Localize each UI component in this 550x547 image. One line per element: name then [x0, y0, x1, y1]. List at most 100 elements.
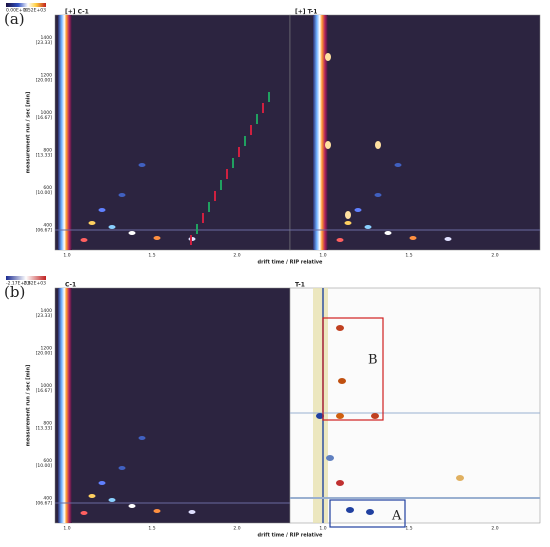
spot: [80, 511, 88, 515]
y-tick-label: [10.00]: [36, 463, 53, 469]
colorbar-min: 0.00E+00: [6, 8, 28, 14]
box-a: [329, 499, 406, 528]
spot: [325, 141, 331, 149]
spot: [138, 436, 146, 440]
marker-line: [262, 103, 264, 113]
spot: [325, 53, 331, 61]
spot: [98, 208, 106, 212]
x-tick-label: 2.0: [491, 253, 498, 259]
spot: [128, 231, 136, 235]
y-axis-label: measurement run / sec [min]: [26, 92, 32, 174]
y-tick-label: 1200: [41, 346, 53, 352]
spot: [316, 413, 324, 419]
marker-line: [232, 158, 234, 168]
y-tick-label: [06.67]: [36, 228, 53, 234]
spot: [326, 455, 334, 461]
plot-title: [+] C-1: [65, 9, 89, 16]
spot: [409, 236, 417, 240]
spot: [108, 498, 116, 502]
spot: [128, 504, 136, 508]
marker-line: [220, 180, 222, 190]
y-tick-label: [20.00]: [36, 78, 53, 84]
colorbar: [6, 3, 46, 7]
marker-line: [202, 213, 204, 223]
y-axis-label: measurement run / sec [min]: [26, 365, 32, 447]
spot: [336, 413, 344, 419]
spot: [375, 141, 381, 149]
x-axis-label: drift time / RIP relative: [258, 533, 324, 539]
spot: [153, 236, 161, 240]
spot: [80, 238, 88, 242]
spot: [371, 413, 379, 419]
spot: [344, 221, 352, 225]
spot: [336, 325, 344, 331]
y-tick-label: 400: [43, 496, 52, 502]
spot: [394, 163, 402, 167]
plot-title: [+] T-1: [295, 9, 317, 16]
spot: [346, 507, 354, 513]
annotation-a: A: [391, 509, 402, 524]
heatmap: [289, 14, 541, 251]
spot: [444, 237, 452, 241]
y-tick-label: 600: [43, 185, 52, 191]
spot: [118, 193, 126, 197]
y-tick-label: 1400: [41, 35, 53, 41]
spot: [354, 208, 362, 212]
spot: [364, 225, 372, 229]
marker-line: [226, 169, 228, 179]
x-tick-label: 1.0: [63, 526, 70, 532]
spot: [456, 475, 464, 481]
plot-title: T-1: [295, 282, 305, 289]
spot: [188, 510, 196, 514]
spot: [153, 509, 161, 513]
x-tick-label: 2.0: [491, 526, 498, 532]
y-tick-label: [16.67]: [36, 388, 53, 394]
marker-line: [268, 92, 270, 102]
spot: [345, 211, 351, 219]
spot: [138, 163, 146, 167]
rip-line: [313, 288, 328, 523]
spot: [374, 193, 382, 197]
spot: [98, 481, 106, 485]
marker-line: [256, 114, 258, 124]
y-tick-label: 800: [43, 148, 52, 154]
colorbar-max: 2.82E+03: [24, 281, 46, 287]
marker-line: [190, 235, 192, 245]
spot: [384, 231, 392, 235]
x-tick-label: 1.0: [63, 253, 70, 259]
y-tick-label: 800: [43, 421, 52, 427]
spot: [88, 494, 96, 498]
x-tick-label: 2.0: [233, 526, 240, 532]
spot: [108, 225, 116, 229]
x-tick-label: 2.0: [233, 253, 240, 259]
rip-line: [58, 288, 72, 523]
spot: [118, 466, 126, 470]
y-tick-label: 1200: [41, 73, 53, 79]
colorbar: [6, 276, 46, 280]
colorbar-max: 3.52E+03: [24, 8, 46, 14]
x-tick-label: 1.5: [148, 253, 155, 259]
y-tick-label: 1400: [41, 308, 53, 314]
x-tick-label: 1.5: [405, 253, 412, 259]
spot: [338, 378, 346, 384]
heatmap: [54, 14, 291, 251]
y-tick-label: 1000: [41, 110, 53, 116]
x-tick-label: 1.0: [319, 526, 326, 532]
rip-line: [313, 15, 328, 250]
heatmap: [289, 287, 541, 524]
y-tick-label: [16.67]: [36, 115, 53, 121]
marker-line: [196, 224, 198, 234]
y-tick-label: [23.33]: [36, 40, 53, 46]
y-tick-label: [13.33]: [36, 426, 53, 432]
marker-line: [238, 147, 240, 157]
marker-line: [208, 202, 210, 212]
x-tick-label: 1.5: [405, 526, 412, 532]
y-tick-label: 1000: [41, 383, 53, 389]
spot: [336, 480, 344, 486]
colorbar-min: -2.17E+03: [6, 281, 30, 287]
y-tick-label: [23.33]: [36, 313, 53, 319]
marker-line: [244, 136, 246, 146]
y-tick-label: [10.00]: [36, 190, 53, 196]
rip-line: [58, 15, 72, 250]
